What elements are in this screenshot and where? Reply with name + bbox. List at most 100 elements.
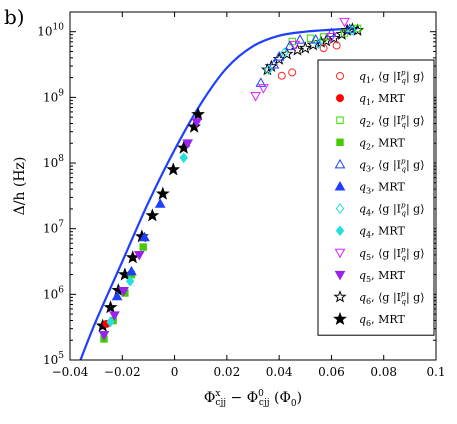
legend-entry-label: q5, MRT: [359, 269, 405, 284]
x-tick-label: −0.04: [52, 365, 89, 379]
data-point: [332, 41, 341, 50]
legend-box: [317, 59, 435, 336]
y-tick-label: 108: [43, 154, 64, 170]
legend-entry-label: q3, MRT: [359, 181, 405, 196]
data-point: [126, 265, 137, 276]
legend-marker: [336, 138, 344, 147]
fit-curve-line: [79, 27, 358, 361]
data-point: [298, 41, 312, 54]
ticks-layer: −0.04 −0.02 0 0.02 0.04 0.06 0.08 0.1 105 106 107 1…: [37, 12, 446, 379]
data-point: [98, 331, 110, 341]
fit-curve-layer: [79, 27, 358, 361]
series-8: [264, 25, 357, 76]
data-point: [133, 250, 145, 261]
data-point: [191, 107, 205, 121]
y-tick-label: 105: [43, 351, 64, 367]
legend-marker: [333, 311, 347, 325]
y-axis-label: Δ/h (Hz): [12, 157, 28, 216]
data-point: [289, 40, 301, 51]
data-point: [111, 290, 123, 301]
data-point: [118, 287, 129, 297]
y-tick-label: 107: [43, 220, 64, 236]
series-6: [255, 23, 356, 87]
data-point: [106, 316, 115, 328]
legend-entry-label: q4, ⟨g |Ip q| g⟩: [359, 202, 425, 218]
data-point: [277, 71, 286, 80]
legend-marker: [335, 203, 345, 214]
legend-entry-label: q6, ⟨g |Ip q| g⟩: [359, 290, 425, 306]
y-tick-label: 1010: [37, 23, 64, 39]
data-point: [326, 27, 337, 38]
x-tick-label: 0.1: [426, 365, 445, 379]
x-tick-label: 0.06: [318, 365, 345, 379]
series-11: [98, 118, 203, 341]
legend-marker: [336, 116, 344, 124]
series-2: [277, 41, 341, 80]
x-axis-label: Φx cjj − Φ0 cjj (Φ0): [204, 389, 302, 409]
data-point: [280, 47, 289, 59]
data-point: [268, 59, 280, 69]
legend-entry-label: q6, MRT: [359, 313, 405, 328]
legend-marker: [334, 158, 346, 169]
data-point: [250, 92, 261, 102]
y-tick-label: 109: [43, 88, 64, 104]
data-point: [280, 47, 294, 60]
data-point: [109, 311, 120, 321]
panel-label: b): [4, 5, 25, 29]
data-point: [264, 64, 273, 76]
data-point: [351, 23, 365, 36]
x-tick-label: 0: [171, 365, 179, 379]
x-tick-label: 0.02: [213, 365, 240, 379]
x-tick-label: 0.04: [266, 365, 293, 379]
data-point: [339, 17, 350, 28]
data-point: [326, 32, 337, 43]
legend-marker: [336, 94, 344, 103]
data-point: [288, 68, 297, 77]
legend-entry-label: q2, ⟨g |Ip q| g⟩: [359, 113, 425, 129]
data-point: [139, 231, 150, 242]
data-point: [166, 162, 181, 176]
legend-entry-label: q2, MRT: [359, 136, 405, 151]
legend-entry-label: q5, ⟨g |Ip q| g⟩: [359, 246, 425, 262]
data-point: [273, 51, 285, 61]
data-point: [319, 44, 328, 53]
data-point: [125, 275, 135, 287]
legend-marker: [334, 248, 346, 259]
legend-marker: [333, 290, 347, 303]
legend-entry-label: q3, ⟨g |Ip q| g⟩: [359, 157, 425, 173]
data-point: [145, 208, 160, 222]
data-point: [255, 77, 267, 87]
series-7: [111, 198, 166, 301]
data-point: [272, 52, 286, 65]
data-points-layer: [95, 17, 365, 343]
data-point: [155, 186, 170, 200]
series-10: [250, 17, 350, 102]
legend-marker: [334, 270, 346, 281]
data-point: [284, 40, 295, 51]
data-point: [179, 152, 188, 164]
data-point: [314, 38, 323, 49]
data-point: [139, 243, 147, 251]
series-9: [106, 152, 188, 328]
axis-labels: Φx cjj − Φ0 cjj (Φ0) Δ/h (Hz): [12, 157, 302, 409]
legend-marker: [335, 225, 345, 237]
legend-entry-label: q1, MRT: [359, 92, 405, 107]
data-point: [154, 198, 166, 208]
legend-entry-label: q1, ⟨g |Ip q| g⟩: [359, 69, 425, 85]
data-point: [344, 23, 356, 34]
x-tick-label: −0.02: [104, 365, 141, 379]
data-point: [191, 118, 203, 128]
data-point: [103, 300, 118, 314]
data-point: [182, 139, 193, 149]
data-point: [258, 84, 269, 94]
x-tick-label: 0.08: [370, 365, 397, 379]
data-point: [294, 34, 306, 44]
legend-marker: [336, 72, 344, 80]
legend-marker: [334, 180, 346, 191]
y-tick-label: 106: [43, 285, 64, 301]
plot-frame: [69, 11, 437, 361]
data-point: [348, 25, 357, 36]
legend: q1, ⟨g |Ip q| g⟩ q1, MRT q2, ⟨g |Ip q| g⟩ q2,…: [317, 59, 435, 336]
legend-entry-label: q4, MRT: [359, 225, 405, 240]
